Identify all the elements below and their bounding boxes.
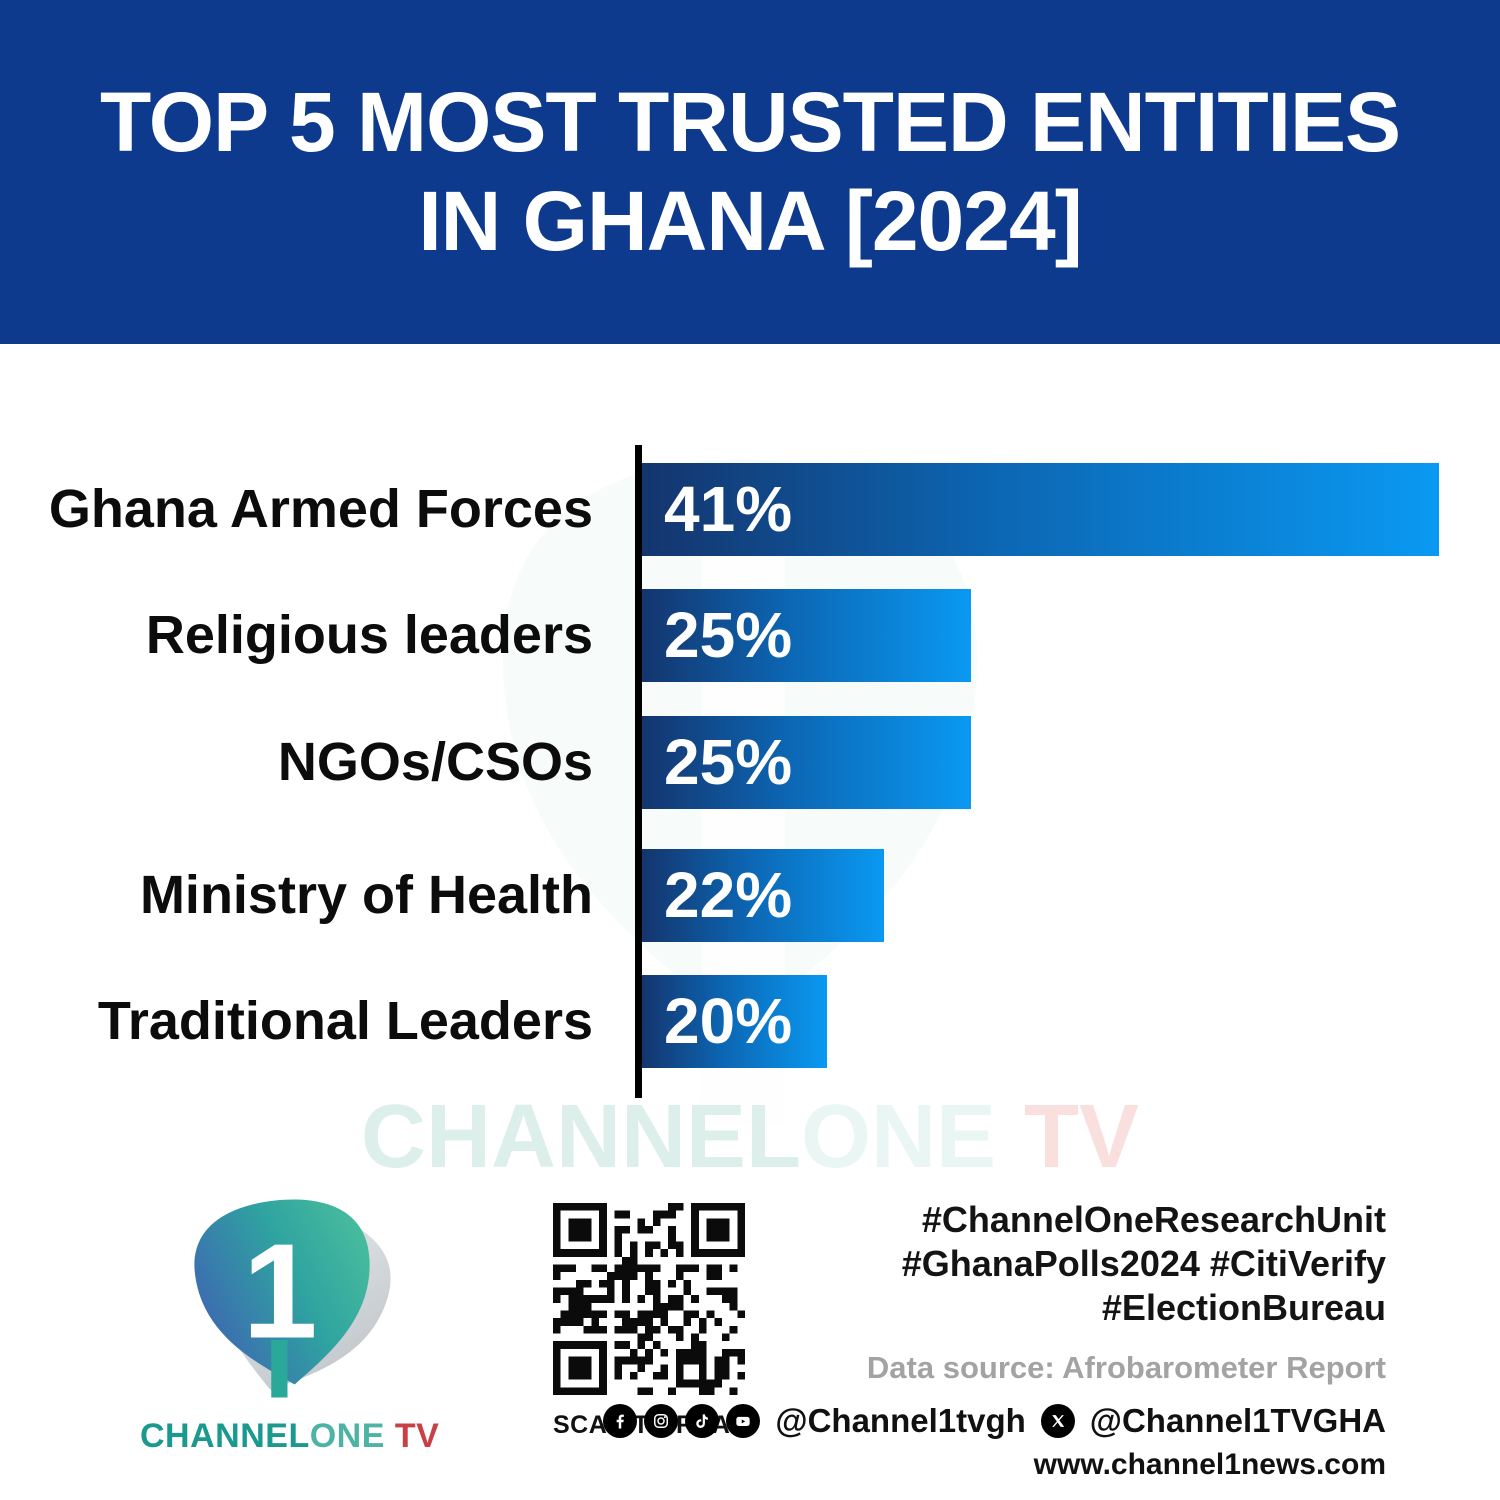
bar-value-label: 25%	[664, 726, 793, 798]
x-icon	[1040, 1404, 1075, 1438]
youtube-icon	[726, 1404, 761, 1438]
bar-value-label: 25%	[664, 599, 793, 671]
footer-right-column: #ChannelOneResearchUnit #GhanaPolls2024 …	[603, 1198, 1386, 1482]
chart-row: Ghana Armed Forces 41%	[0, 463, 1500, 556]
bar-traditional-leaders: 20%	[642, 975, 827, 1068]
bar-category-label: Ministry of Health	[139, 865, 593, 925]
website-url: www.channel1news.com	[1033, 1448, 1386, 1481]
bar-value-label: 22%	[664, 859, 793, 931]
channel-one-logo-block: 1 CHANNELONE TV	[140, 1185, 439, 1456]
chart-row: NGOs/CSOs 25%	[0, 716, 1500, 809]
wordmark-channel: CHANNEL	[140, 1417, 310, 1455]
bar-value-label: 20%	[664, 985, 793, 1057]
wordmark-one: ONE	[309, 1417, 385, 1455]
hashtag-line: #ChannelOneResearchUnit	[921, 1199, 1386, 1240]
hashtag-line: #ElectionBureau	[1101, 1287, 1386, 1328]
bar-value-label: 41%	[664, 473, 793, 545]
page-title-line2: IN GHANA [2024]	[418, 174, 1082, 268]
facebook-icon	[603, 1404, 638, 1438]
bar-religious-leaders: 25%	[642, 589, 971, 682]
channel-one-wordmark: CHANNELONE TV	[140, 1417, 439, 1456]
social-row: @Channel1tvgh @Channel1TVGHA	[603, 1402, 1386, 1440]
bar-category-label: Ghana Armed Forces	[48, 479, 593, 539]
bar-category-label: Traditional Leaders	[97, 991, 593, 1051]
chart-row: Traditional Leaders 20%	[0, 975, 1500, 1068]
chart-axis-line	[635, 445, 642, 1098]
chart-row: Ministry of Health 22%	[0, 849, 1500, 942]
bar-ngos-csos: 25%	[642, 716, 971, 809]
header-banner: TOP 5 MOST TRUSTED ENTITIES IN GHANA [20…	[0, 0, 1500, 344]
social-handle-2: @Channel1TVGHA	[1089, 1402, 1386, 1439]
wordmark-tv: TV	[394, 1417, 440, 1455]
page-title-line1: TOP 5 MOST TRUSTED ENTITIES	[99, 75, 1401, 169]
channel-one-logo-icon: 1	[194, 1199, 391, 1398]
bar-chart: Ghana Armed Forces 41% Religious leaders…	[0, 445, 1500, 1125]
data-source-note: Data source: Afrobarometer Report	[866, 1350, 1386, 1385]
bar-category-label: NGOs/CSOs	[277, 732, 593, 792]
hashtag-line: #GhanaPolls2024 #CitiVerify	[901, 1243, 1386, 1284]
bar-ministry-of-health: 22%	[642, 849, 884, 942]
chart-row: Religious leaders 25%	[0, 589, 1500, 682]
qr-code	[553, 1203, 745, 1395]
bar-category-label: Religious leaders	[145, 605, 593, 665]
instagram-icon	[644, 1404, 679, 1438]
tiktok-icon	[685, 1404, 720, 1438]
social-handle-1: @Channel1tvgh	[775, 1402, 1026, 1439]
bar-ghana-armed-forces: 41%	[642, 463, 1439, 556]
